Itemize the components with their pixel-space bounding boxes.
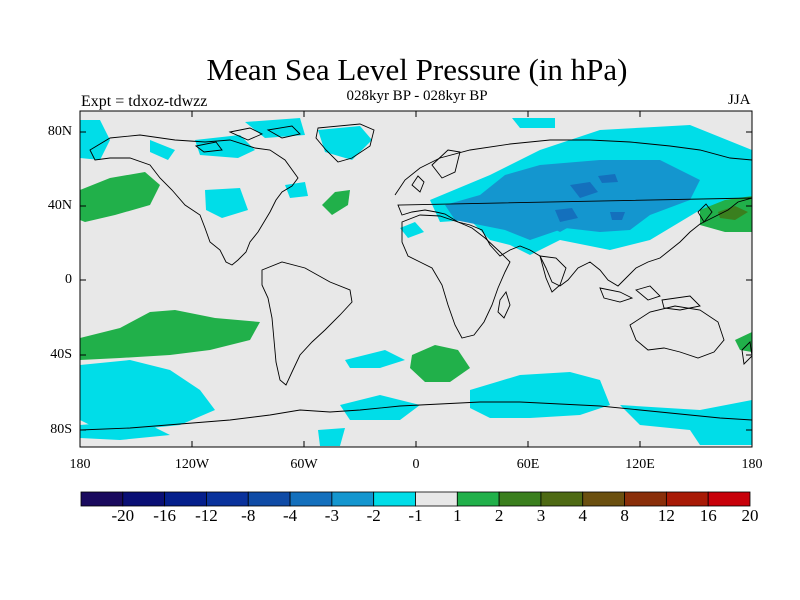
coastline-africa bbox=[401, 214, 511, 339]
coastline-greenland bbox=[315, 123, 375, 163]
colorbar-swatch bbox=[122, 491, 166, 507]
colorbar bbox=[80, 491, 751, 507]
colorbar-swatch bbox=[289, 491, 333, 507]
lat-label-80n: 80N bbox=[47, 124, 72, 139]
colorbar-swatch bbox=[665, 491, 709, 507]
colorbar-swatch bbox=[164, 491, 207, 507]
experiment-label: Expt = tdxoz-tdwzz bbox=[81, 93, 208, 110]
coastline-madagascar bbox=[497, 291, 511, 319]
map-title: Mean Sea Level Pressure (in hPa) bbox=[206, 52, 628, 87]
colorbar-swatch bbox=[707, 491, 751, 507]
map-subtitle: 028kyr BP - 028kyr BP bbox=[346, 88, 488, 104]
coastline-japan bbox=[697, 203, 713, 223]
lat-label-0: 0 bbox=[65, 272, 72, 287]
colorbar-label: -2 bbox=[366, 506, 381, 525]
coastline-south-america bbox=[261, 261, 353, 386]
coastline-eurasia bbox=[394, 139, 752, 287]
lon-label-0: 0 bbox=[412, 457, 420, 472]
colorbar-swatch bbox=[498, 491, 542, 507]
lon-label-60e: 60E bbox=[516, 457, 540, 472]
colorbar-swatch bbox=[247, 491, 291, 507]
coastline-antarctica bbox=[80, 401, 752, 431]
coastline-australia bbox=[629, 305, 725, 359]
lon-label-180w: 180 bbox=[69, 457, 91, 472]
coastline-new-zealand bbox=[741, 341, 752, 365]
season-label: JJA bbox=[728, 92, 751, 108]
lon-label-120w: 120W bbox=[174, 457, 210, 472]
colorbar-label: -4 bbox=[282, 506, 298, 525]
colorbar-label: 2 bbox=[494, 506, 504, 525]
colorbar-swatch bbox=[373, 491, 416, 507]
coastline-scandinavia bbox=[411, 149, 461, 193]
colorbar-label: -12 bbox=[195, 506, 218, 525]
colorbar-label: 4 bbox=[578, 506, 588, 525]
negative-anomaly-strong bbox=[555, 174, 625, 222]
colorbar-label: 1 bbox=[453, 506, 462, 525]
colorbar-swatch bbox=[80, 491, 124, 507]
colorbar-label: 12 bbox=[657, 506, 675, 525]
colorbar-label: -8 bbox=[241, 506, 256, 525]
colorbar-label: -16 bbox=[153, 506, 176, 525]
colorbar-swatch bbox=[540, 491, 584, 507]
colorbar-label: 16 bbox=[699, 506, 717, 525]
lat-label-40s: 40S bbox=[50, 347, 72, 362]
coastlines bbox=[80, 123, 752, 431]
colorbar-label: -3 bbox=[324, 506, 339, 525]
colorbar-label: -1 bbox=[408, 506, 423, 525]
colorbar-swatch bbox=[331, 491, 375, 507]
axis-ticks bbox=[80, 111, 752, 447]
coastline-north-america bbox=[89, 134, 299, 266]
lat-label-80s: 80S bbox=[50, 422, 72, 437]
lat-label-40n: 40N bbox=[47, 198, 72, 213]
colorbar-label: 20 bbox=[741, 506, 759, 525]
colorbar-swatch bbox=[582, 491, 625, 507]
colorbar-swatch bbox=[624, 491, 667, 507]
lon-label-60w: 60W bbox=[290, 457, 318, 472]
colorbar-label: -20 bbox=[111, 506, 135, 525]
lon-label-180e: 180 bbox=[741, 457, 763, 472]
colorbar-label: 8 bbox=[620, 506, 629, 525]
map-plot-area bbox=[80, 111, 752, 447]
coastline-arctic-islands bbox=[194, 125, 301, 153]
colorbar-swatch bbox=[456, 491, 500, 507]
colorbar-swatch bbox=[415, 491, 458, 507]
colorbar-swatch bbox=[206, 491, 249, 507]
lon-label-120e: 120E bbox=[625, 457, 655, 472]
colorbar-label: 3 bbox=[536, 506, 546, 525]
positive-anomaly-core bbox=[718, 206, 748, 220]
coastline-india bbox=[539, 255, 567, 293]
